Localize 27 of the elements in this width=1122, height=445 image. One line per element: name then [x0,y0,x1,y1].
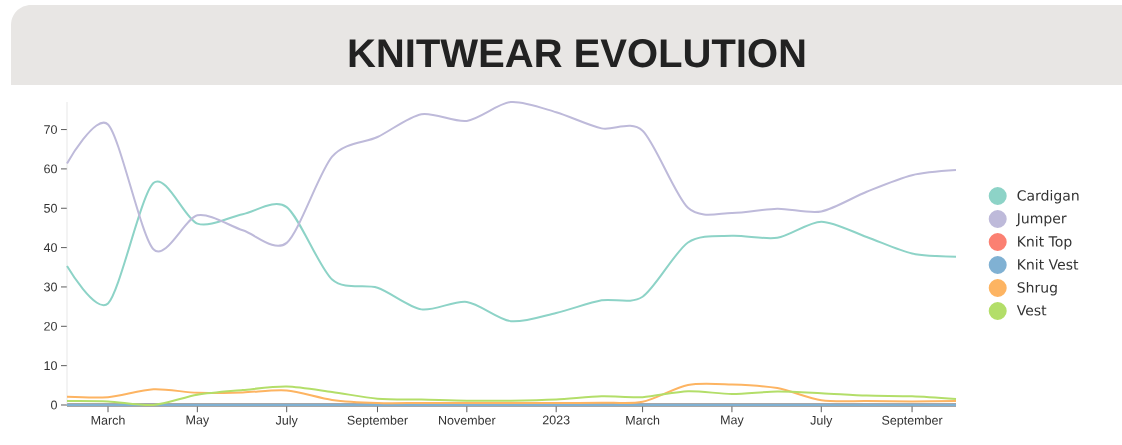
y-tick-label: 50 [44,203,57,213]
x-tick-label: May [186,415,210,427]
legend-label: Vest [1016,305,1047,316]
x-tick-label: 2023 [542,415,570,425]
line-series [66,101,958,251]
y-tick-label: 30 [44,282,57,292]
x-tick-label: May [721,415,744,427]
y-tick-label: 20 [44,321,57,331]
line-series [66,182,958,323]
chart-title: KNITWEAR EVOLUTION [349,39,805,68]
legend-label: Shrug [1017,281,1057,296]
x-tick-label: September [882,415,943,428]
y-tick-label: 60 [44,164,57,174]
x-tick-label: July [810,415,833,428]
legend-label: Knit Vest [1018,258,1079,270]
x-tick-label: November [439,415,496,425]
x-tick-label: September [347,415,408,428]
y-tick-label: 40 [43,243,57,253]
y-tick-label: 70 [44,125,57,134]
legend-label: Jumper [1015,213,1067,227]
y-tick-label: 0 [51,400,57,410]
legend-label: Knit Top [1018,235,1072,250]
y-tick-label: 10 [44,361,57,371]
x-tick-label: March [626,415,660,425]
x-tick-label: July [275,415,298,428]
x-tick-label: March [91,415,125,425]
legend-label: Cardigan [1017,189,1079,204]
